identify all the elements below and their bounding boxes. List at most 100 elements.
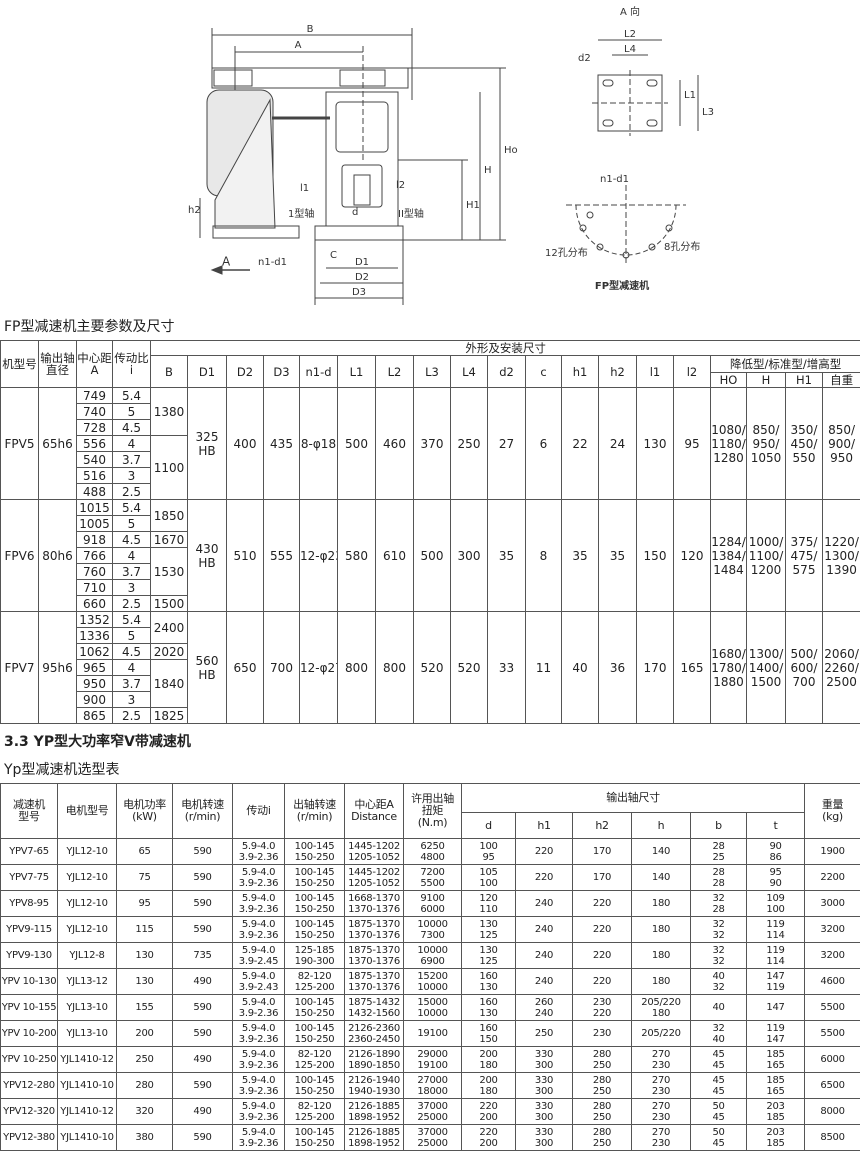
center-distance-cell: 660 <box>76 595 113 612</box>
cell-line: 100-145 <box>294 1022 335 1034</box>
cell-line: 电机功率 <box>123 798 166 811</box>
cell-text: 490 <box>193 976 212 987</box>
table-cell: 15200 10000 <box>403 968 462 995</box>
cell-line: 5.9-4.0 <box>241 1022 276 1034</box>
table-cell: 240 <box>515 968 573 995</box>
cell-text: 1100 <box>153 460 185 475</box>
table-cell: 155 <box>116 994 173 1021</box>
table-cell: YPV9-130 <box>0 942 58 969</box>
cell-text: c <box>540 364 547 379</box>
column-header: 中心距 A <box>76 340 113 388</box>
table-cell: 270 230 <box>631 1124 691 1151</box>
cell-text: YJL12-10 <box>66 872 108 883</box>
cell-text: 580 <box>345 548 368 563</box>
cell-line: 传动i <box>246 804 271 817</box>
dim-label: L1 <box>684 90 696 101</box>
cell-line: 120 <box>479 892 498 904</box>
dimension-cell: 8-φ18 <box>299 387 338 500</box>
table-cell: 130 125 <box>461 916 516 943</box>
table-cell: YJL13-10 <box>57 994 117 1021</box>
cell-text: 590 <box>193 898 212 909</box>
dimension-cell: 555 <box>263 499 300 612</box>
column-header: h <box>631 812 691 839</box>
dimension-cell: 130 <box>636 387 674 500</box>
table-cell: YPV12-320 <box>0 1098 58 1125</box>
dim-label: Ho <box>504 145 518 156</box>
table-cell: 140 <box>631 864 691 891</box>
table-cell: 280 <box>116 1072 173 1099</box>
table-cell: 203 185 <box>745 1124 806 1151</box>
cell-line: 5.9-4.0 <box>241 1048 276 1060</box>
cell-line: 270 <box>651 1048 671 1060</box>
center-distance-cell: 488 <box>76 483 113 500</box>
cell-line: 1445-1202 <box>348 866 400 878</box>
cell-line: 15200 <box>417 970 448 982</box>
height-cell: 850/950/1050 <box>746 387 786 500</box>
table-row: FPV680h610155.41850430HB51055512-φ235806… <box>0 499 860 612</box>
cell-text: h <box>657 818 665 832</box>
cell-line: 82-120 <box>297 970 332 982</box>
cell-text: 556 <box>83 436 106 451</box>
cell-line: 出轴转速 <box>293 798 336 811</box>
cell-text: 516 <box>83 468 106 483</box>
cell-line: 230 <box>651 1111 671 1123</box>
cell-text: h2 <box>595 818 609 832</box>
table-cell: 160 130 <box>461 968 516 995</box>
cell-text: YJL1410-12 <box>60 1054 114 1065</box>
cell-text: 65 <box>138 846 151 857</box>
table-row: 488 2.5 <box>1 483 860 500</box>
height-cell: 1220/1300/1390 <box>821 499 860 612</box>
dim-label: H1 <box>466 200 480 211</box>
housing-window <box>335 101 389 153</box>
cell-text: 520 <box>457 660 481 675</box>
cell-line: 230 <box>651 1059 671 1071</box>
cell-text: 4.5 <box>121 420 142 435</box>
height-cell: 1680/1780/1880 <box>710 611 747 724</box>
dimension-cell: 800 <box>337 611 376 724</box>
cell-line: 2126-1890 <box>348 1048 400 1060</box>
column-header: D1 <box>187 355 227 388</box>
cell-line: 430 <box>195 541 219 556</box>
cell-line: 1875-1370 <box>348 918 400 930</box>
cell-text: 4 <box>127 660 136 675</box>
cell-line: 中心距 <box>77 351 112 365</box>
dim-label: C <box>330 250 337 261</box>
height-cell: 1080/1180/1280 <box>710 387 747 500</box>
cell-line: A <box>90 363 99 377</box>
table-cell: 270 230 <box>631 1098 691 1125</box>
cell-line: 575 <box>792 562 816 577</box>
table-cell: 37000 25000 <box>403 1098 462 1125</box>
cell-text: 5 <box>127 516 136 531</box>
cell-line: 850/ <box>752 422 780 437</box>
table-cell: 240 <box>515 890 573 917</box>
cell-text: 180 <box>651 898 671 909</box>
center-distance-cell: 918 <box>76 531 113 548</box>
table-cell: 40 32 <box>690 968 747 995</box>
arrow-head <box>210 265 223 275</box>
height-cell: 375/475/575 <box>785 499 823 612</box>
cell-line: (r/min) <box>184 810 221 823</box>
cell-line: 230 <box>651 1137 671 1149</box>
dim-label: 8孔分布 <box>664 241 700 253</box>
cell-text: 590 <box>193 1132 212 1143</box>
cell-text: 19100 <box>417 1028 448 1039</box>
table-row: 965 4 1840 <box>1 659 860 708</box>
cell-line: 900/ <box>828 436 856 451</box>
cell-text: 250 <box>135 1054 154 1065</box>
cell-line: 2126-2360 <box>348 1022 400 1034</box>
table-cell: 203 185 <box>745 1098 806 1125</box>
cell-line: 3.9-2.36 <box>238 851 279 863</box>
cell-text: 2.5 <box>121 708 142 723</box>
dimension-cell: 12-φ23 <box>299 499 338 612</box>
cell-text: 749 <box>83 388 106 403</box>
cell-text: 3.7 <box>121 676 142 691</box>
table-cell: 220 <box>572 942 632 969</box>
cell-line: 29000 <box>417 1048 448 1060</box>
center-distance-cell: 950 <box>76 675 113 692</box>
cell-line: 100-145 <box>294 866 335 878</box>
column-header: 传动i <box>232 783 285 839</box>
table-cell: 590 <box>172 994 233 1021</box>
cell-line: 300 <box>534 1111 554 1123</box>
dim-label: 1型轴 <box>288 207 314 220</box>
cell-line: 4800 <box>420 851 445 863</box>
